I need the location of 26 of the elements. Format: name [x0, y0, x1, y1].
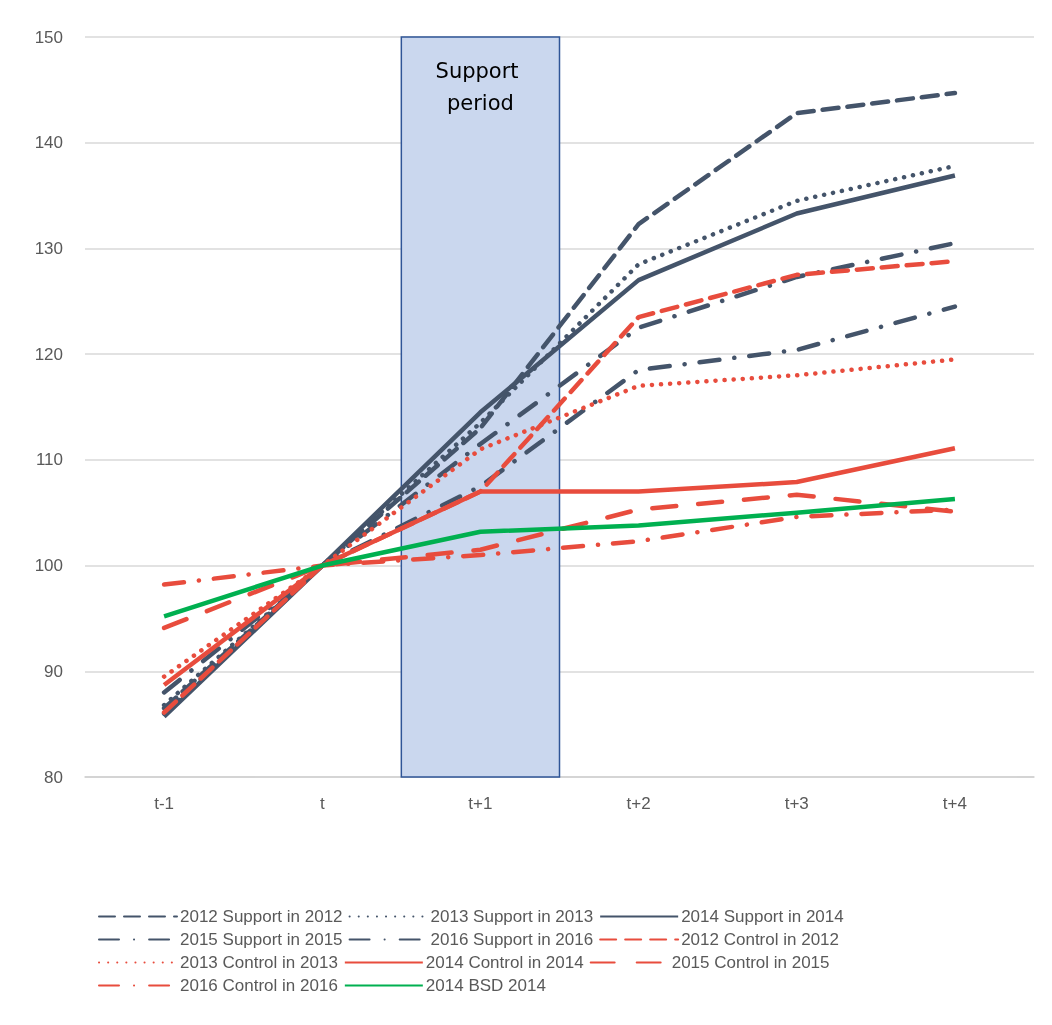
band-label: Support period: [435, 59, 526, 115]
legend-label: 2013 Control in 2013: [180, 953, 338, 972]
x-tick-label: t+2: [626, 794, 651, 813]
legend-label: 2014 Control in 2014: [425, 953, 584, 972]
legend-label: 2016 Support in 2016: [430, 930, 594, 949]
y-tick-label: 100: [34, 556, 63, 576]
x-tick-label: t-1: [154, 794, 175, 813]
legend-label: 2014 BSD 2014: [425, 976, 546, 995]
legend-label: 2013 Support in 2013: [430, 907, 594, 926]
legend-label: 2012 Control in 2012: [681, 930, 839, 949]
y-tick-label: 110: [35, 450, 63, 470]
y-tick-label: 130: [34, 238, 63, 258]
x-tick-label: t+3: [784, 794, 809, 813]
legend-label: 2014 Support in 2014: [681, 907, 844, 926]
y-tick-label: 120: [34, 344, 63, 364]
y-tick-label: 80: [44, 767, 63, 787]
x-tick-label: t+1: [468, 794, 493, 813]
y-tick-label: 140: [34, 133, 63, 153]
legend-label: 2015 Support in 2015: [180, 930, 343, 949]
y-tick-label: 150: [34, 27, 63, 47]
legend-label: 2012 Support in 2012: [180, 907, 343, 926]
x-tick-label: t: [319, 794, 325, 813]
legend-label: 2016 Control in 2016: [180, 976, 338, 995]
x-tick-label: t+4: [942, 794, 967, 813]
legend-label: 2015 Control in 2015: [671, 953, 830, 972]
y-tick-label: 90: [44, 661, 63, 681]
